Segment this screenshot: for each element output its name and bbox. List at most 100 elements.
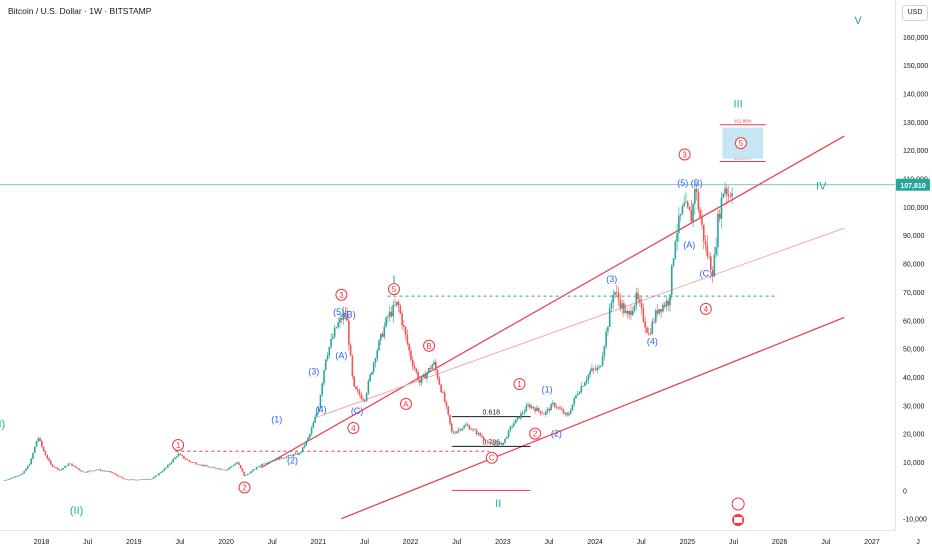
candle-body xyxy=(497,443,499,446)
candle-body xyxy=(287,455,290,457)
wave-label: (C) xyxy=(351,406,364,416)
candle-body xyxy=(424,374,426,379)
candle-body xyxy=(633,305,636,312)
candle-body xyxy=(482,437,485,440)
candle-body xyxy=(278,457,281,460)
candle-body xyxy=(145,479,148,480)
candle-body xyxy=(456,431,458,434)
candle-body xyxy=(285,456,288,458)
candle-body xyxy=(584,382,586,387)
wave-label-circle xyxy=(335,288,348,301)
candle-body xyxy=(628,311,630,315)
candle-body xyxy=(647,332,650,334)
candle-body xyxy=(122,477,125,479)
candle-body xyxy=(474,429,476,431)
candle-body xyxy=(181,454,183,456)
candle-body xyxy=(390,311,393,317)
candle-body xyxy=(452,431,455,434)
wave-label: (5) xyxy=(333,307,344,317)
candle-body xyxy=(42,446,45,452)
time-tick-label: 2019 xyxy=(126,539,142,546)
wave-label: (I) xyxy=(0,419,5,431)
candle-body xyxy=(521,413,524,414)
wave-label: (A) xyxy=(683,240,695,250)
candle-body xyxy=(174,457,176,460)
candle-body xyxy=(649,333,652,334)
candle-body xyxy=(339,318,341,323)
candle-body xyxy=(303,445,306,448)
candle-body xyxy=(731,193,733,197)
candle-body xyxy=(419,379,421,383)
candle-body xyxy=(491,444,494,445)
candle-body xyxy=(651,321,654,334)
candle-body xyxy=(548,408,551,411)
candle-body xyxy=(560,408,563,411)
candle-body xyxy=(16,476,18,477)
candle-body xyxy=(697,191,700,210)
candle-body xyxy=(603,346,606,357)
fib-target-label: 161.80% xyxy=(734,119,752,124)
candle-body xyxy=(51,464,54,467)
candle-body xyxy=(566,412,568,416)
candle-body xyxy=(523,411,526,414)
channel-lower-line xyxy=(341,316,845,520)
candle-body xyxy=(631,311,634,316)
price-tick-label: 60,000 xyxy=(903,318,925,325)
candle-body xyxy=(349,344,352,356)
candle-body xyxy=(655,310,657,322)
currency-button[interactable]: USD xyxy=(902,5,928,21)
candle-body xyxy=(41,440,43,447)
time-tick-label: 2022 xyxy=(403,539,419,546)
candle-body xyxy=(243,471,245,476)
time-axis: 2018 Jul 2019 Jul 2020 Jul 2021 Jul 2022 Jul 2023 J… xyxy=(0,530,920,546)
candle-body xyxy=(78,468,80,471)
candle-body xyxy=(513,423,515,427)
candle-body xyxy=(83,471,86,473)
candle-body xyxy=(106,471,109,472)
candle-body xyxy=(96,469,98,471)
price-tick-label: 150,000 xyxy=(903,63,928,70)
candle-body xyxy=(360,394,363,399)
candle-body xyxy=(717,213,719,248)
candle-body xyxy=(269,461,272,463)
candle-body xyxy=(667,300,670,306)
candle-body xyxy=(644,321,646,328)
candle-body xyxy=(534,408,536,412)
candle-body xyxy=(679,214,682,216)
candle-body xyxy=(200,464,203,466)
candle-body xyxy=(355,386,357,390)
candle-body xyxy=(692,203,694,222)
candle-body xyxy=(410,350,412,360)
candle-body xyxy=(525,406,528,412)
candle-body xyxy=(149,478,151,480)
candle-body xyxy=(461,428,464,431)
wave-label-circle xyxy=(423,339,436,352)
wave-label: (4) xyxy=(316,405,327,415)
candle-body xyxy=(307,437,309,441)
candle-body xyxy=(403,325,405,327)
candle-body xyxy=(594,369,597,370)
candle-body xyxy=(702,224,705,242)
wave-label-circle xyxy=(678,148,691,161)
candle-body xyxy=(179,453,182,455)
wave-label: 3 xyxy=(682,150,687,159)
time-tick-label: 2027 xyxy=(864,539,880,546)
candle-body xyxy=(209,467,212,468)
candle-body xyxy=(619,299,622,309)
candle-body xyxy=(238,462,240,466)
candle-body xyxy=(67,463,70,466)
wave-label: A xyxy=(403,400,409,409)
candle-body xyxy=(598,366,600,368)
wave-label: (3) xyxy=(606,274,617,284)
candle-body xyxy=(202,464,205,467)
wave-label: (1) xyxy=(542,385,553,395)
candle-body xyxy=(152,477,155,479)
candle-body xyxy=(344,312,347,314)
time-tick-label: Jul xyxy=(268,539,277,546)
candle-body xyxy=(481,435,483,438)
candle-body xyxy=(80,470,82,472)
candle-body xyxy=(498,442,501,444)
candle-body xyxy=(429,368,432,369)
